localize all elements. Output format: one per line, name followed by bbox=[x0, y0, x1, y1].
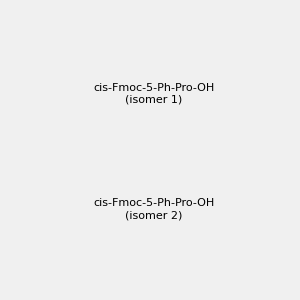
Text: cis-Fmoc-5-Ph-Pro-OH
(isomer 2): cis-Fmoc-5-Ph-Pro-OH (isomer 2) bbox=[93, 199, 214, 220]
Text: cis-Fmoc-5-Ph-Pro-OH
(isomer 1): cis-Fmoc-5-Ph-Pro-OH (isomer 1) bbox=[93, 83, 214, 105]
